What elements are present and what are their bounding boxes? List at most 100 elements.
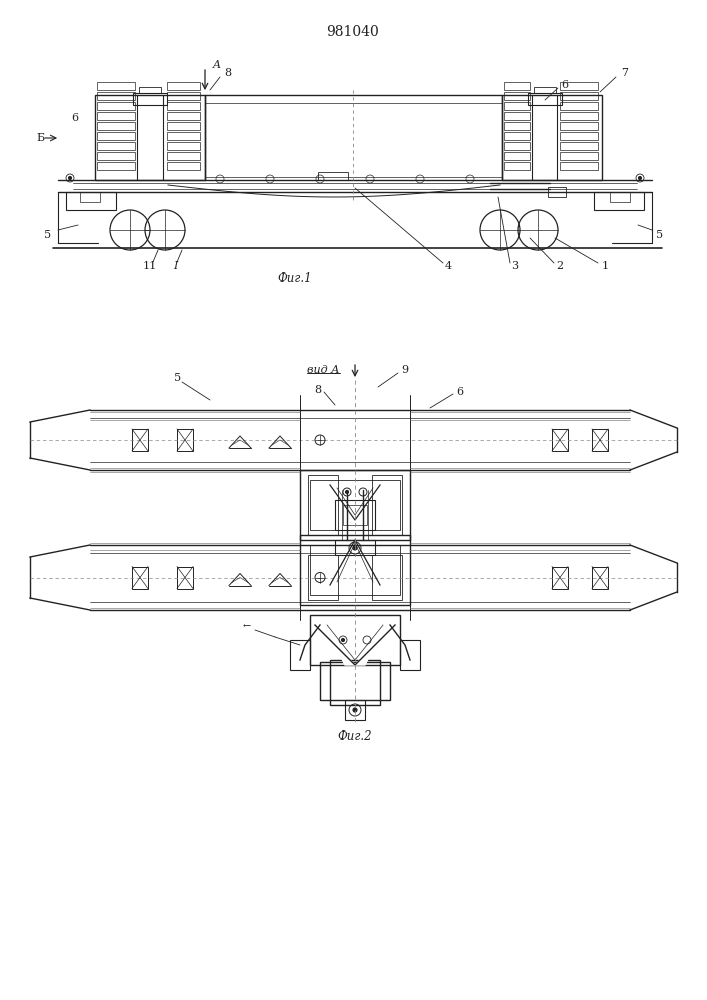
Bar (534, 87, 556, 93)
Bar (290, 640, 310, 670)
Bar (560, 132, 598, 140)
Bar (97, 102, 135, 110)
Bar (97, 122, 135, 130)
Text: 6: 6 (71, 113, 78, 123)
Bar (167, 92, 200, 100)
Text: вид А: вид А (308, 365, 340, 375)
Bar (167, 122, 200, 130)
Text: 8: 8 (224, 68, 232, 78)
Bar (310, 545, 400, 595)
Bar (97, 152, 135, 160)
Bar (504, 82, 530, 90)
Bar (318, 172, 348, 180)
Circle shape (353, 546, 357, 550)
Bar (592, 429, 608, 451)
Bar (308, 555, 338, 600)
Circle shape (346, 490, 349, 493)
Bar (504, 92, 530, 100)
Text: 981040: 981040 (327, 25, 380, 39)
Bar (300, 535, 410, 605)
Text: ←: ← (243, 622, 251, 632)
Bar (560, 162, 598, 170)
Bar (504, 122, 530, 130)
Bar (330, 660, 380, 705)
Bar (560, 122, 598, 130)
Bar (552, 566, 568, 588)
Bar (310, 480, 400, 530)
Bar (528, 93, 562, 105)
Bar (320, 662, 390, 700)
Text: 6: 6 (561, 80, 568, 90)
Bar (97, 82, 135, 90)
Text: 5: 5 (175, 373, 182, 383)
Bar (592, 566, 608, 588)
Bar (167, 82, 200, 90)
Bar (610, 192, 630, 202)
Bar (167, 162, 200, 170)
Bar (97, 112, 135, 120)
Bar (548, 187, 566, 197)
Bar (167, 102, 200, 110)
Bar (167, 112, 200, 120)
Bar (345, 700, 365, 720)
Bar (560, 102, 598, 110)
Bar (504, 162, 530, 170)
Bar (560, 92, 598, 100)
Bar (560, 152, 598, 160)
Text: 1: 1 (602, 261, 609, 271)
Bar (504, 102, 530, 110)
Bar (372, 475, 402, 535)
Bar (97, 162, 135, 170)
Text: Фиг.2: Фиг.2 (338, 730, 373, 744)
Bar (97, 142, 135, 150)
Text: 6: 6 (457, 387, 464, 397)
Bar (66, 192, 116, 210)
Bar (504, 132, 530, 140)
Bar (132, 566, 148, 588)
Bar (504, 152, 530, 160)
Polygon shape (30, 545, 90, 610)
Bar (502, 95, 602, 180)
Bar (560, 112, 598, 120)
Text: 2: 2 (556, 261, 563, 271)
Bar (560, 82, 598, 90)
Text: 7: 7 (621, 68, 629, 78)
Bar (594, 192, 644, 210)
Bar (335, 540, 375, 555)
Text: 3: 3 (511, 261, 518, 271)
Bar (139, 87, 161, 93)
Text: A: A (213, 60, 221, 70)
Bar (400, 640, 420, 670)
Text: I: I (173, 261, 177, 271)
Bar (95, 95, 205, 180)
Text: 5: 5 (656, 230, 664, 240)
Bar (310, 615, 400, 665)
Text: Фиг.1: Фиг.1 (278, 271, 312, 284)
Bar (343, 505, 367, 525)
Bar (552, 429, 568, 451)
Bar (167, 152, 200, 160)
Bar (132, 429, 148, 451)
Bar (504, 112, 530, 120)
Bar (177, 429, 193, 451)
Bar (177, 566, 193, 588)
Bar (97, 92, 135, 100)
Bar (167, 132, 200, 140)
Text: Б: Б (36, 133, 44, 143)
Bar (80, 192, 100, 202)
Text: 5: 5 (45, 230, 52, 240)
Circle shape (638, 176, 641, 180)
Text: 9: 9 (402, 365, 409, 375)
Bar (167, 142, 200, 150)
Polygon shape (30, 410, 90, 470)
Text: 11: 11 (143, 261, 157, 271)
Circle shape (341, 639, 344, 642)
Bar (308, 475, 338, 535)
Circle shape (353, 708, 357, 712)
Polygon shape (315, 625, 395, 665)
Bar (300, 470, 410, 540)
Bar (372, 555, 402, 600)
Bar (335, 500, 375, 530)
Text: 4: 4 (445, 261, 452, 271)
Bar (133, 93, 167, 105)
